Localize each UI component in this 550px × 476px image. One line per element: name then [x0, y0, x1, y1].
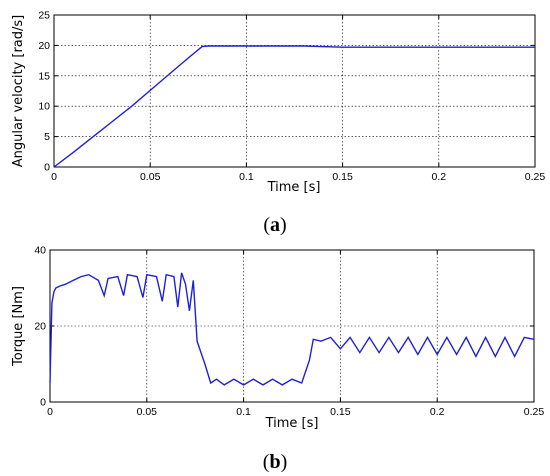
x-tick-label: 0.1	[239, 171, 254, 183]
x-tick-label: 0.25	[525, 171, 546, 183]
y-tick-label: 10	[38, 101, 50, 113]
y-tick-label: 20	[38, 40, 50, 52]
panel-a-xlabel: Time [s]	[267, 180, 321, 195]
panel-b-ylabel: Torque [Nm]	[11, 286, 26, 367]
panel-a-velocity-line	[53, 45, 535, 168]
x-tick-label: 0.1	[236, 406, 251, 418]
panel-a-plot-area	[53, 14, 536, 168]
x-tick-label: 0.15	[330, 406, 351, 418]
y-tick-label: 0	[44, 162, 50, 174]
panel-a-ticks: 0 0.05 0.1 0.15 0.2 0.25 0 5 10 15 20 25	[38, 10, 545, 184]
x-tick-label: 0.15	[332, 171, 353, 183]
x-tick-label: 0.25	[524, 406, 545, 418]
panel-a-ylabel: Angular velocity [rad/s]	[11, 15, 26, 167]
panel-b-ticks: 0 0.05 0.1 0.15 0.2 0.25 0 20 40	[34, 245, 544, 419]
y-tick-label: 5	[44, 131, 50, 143]
x-tick-label: 0	[47, 406, 53, 418]
x-tick-label: 0.05	[140, 171, 161, 183]
y-tick-label: 25	[38, 10, 50, 22]
y-tick-label: 20	[34, 321, 46, 333]
panel-a-grid	[54, 15, 535, 167]
y-tick-label: 0	[40, 397, 46, 409]
panel-b-torque-line	[49, 272, 535, 386]
panel-b-torque-chart: 0 0.05 0.1 0.15 0.2 0.25 0 20 40 Time [s] Torque…	[11, 245, 544, 474]
y-tick-label: 40	[34, 245, 46, 257]
panel-b-xlabel: Time [s]	[265, 416, 319, 431]
x-tick-label: 0.2	[430, 406, 445, 418]
panel-b-caption: (b)	[263, 451, 287, 473]
panel-a-caption: (a)	[263, 214, 286, 236]
x-tick-label: 0.2	[431, 171, 446, 183]
x-tick-label: 0.05	[137, 406, 158, 418]
x-tick-label: 0	[51, 171, 57, 183]
y-tick-label: 15	[38, 70, 50, 82]
panel-a-velocity-chart: 0 0.05 0.1 0.15 0.2 0.25 0 5 10 15 20 25 Time [s] A…	[11, 10, 545, 237]
